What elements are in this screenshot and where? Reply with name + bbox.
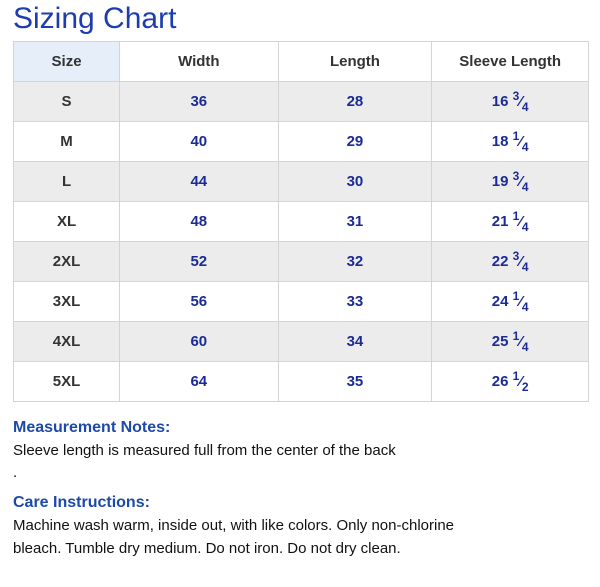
value-cell: 36	[119, 81, 279, 122]
denominator: 2	[521, 380, 529, 394]
whole: 24	[491, 293, 509, 310]
table-row: 2XL 52 32 22 3⁄4	[12, 241, 589, 282]
value-cell: 28	[277, 81, 433, 122]
sleeve-cell: 25 1⁄4	[431, 321, 589, 362]
numerator: 1	[512, 129, 520, 143]
whole: 19	[491, 173, 509, 190]
denominator: 4	[521, 260, 529, 274]
value-cell: 34	[277, 321, 433, 362]
value-cell: 64	[119, 361, 279, 402]
whole: 21	[491, 213, 509, 230]
table-row: L 44 30 19 3⁄4	[12, 161, 589, 202]
numerator: 1	[512, 289, 520, 303]
whole: 26	[491, 373, 509, 390]
value-cell: 44	[119, 161, 279, 202]
denominator: 4	[521, 100, 529, 114]
title: Sizing Chart	[13, 2, 177, 35]
size-cell: 4XL	[12, 321, 121, 362]
header-cell: Size	[12, 41, 121, 82]
size-cell: 5XL	[12, 361, 121, 402]
value-cell: 29	[277, 121, 433, 162]
denominator: 4	[521, 140, 529, 154]
sizing-table: Size Width Length Sleeve Length S 36 28 16 3⁄4 M…	[12, 41, 589, 402]
table-row: XL 48 31 21 1⁄4	[12, 201, 589, 242]
sleeve-cell: 18 1⁄4	[431, 121, 589, 162]
size-cell: M	[12, 121, 121, 162]
sleeve-cell: 22 3⁄4	[431, 241, 589, 282]
notes-text: Sleeve length is measured full from the …	[13, 442, 396, 459]
sleeve-cell: 19 3⁄4	[431, 161, 589, 202]
numerator: 3	[512, 89, 520, 103]
value-cell: 35	[277, 361, 433, 402]
header-cell: Length	[277, 41, 433, 82]
table-row: S 36 28 16 3⁄4	[12, 81, 589, 122]
sleeve-cell: 26 1⁄2	[431, 361, 589, 402]
value-cell: 33	[277, 281, 433, 322]
sleeve-cell: 24 1⁄4	[431, 281, 589, 322]
numerator: 1	[512, 329, 520, 343]
numerator: 1	[512, 369, 520, 383]
notes-extra: .	[13, 464, 18, 481]
value-cell: 56	[119, 281, 279, 322]
denominator: 4	[521, 180, 529, 194]
size-cell: L	[12, 161, 121, 202]
size-cell: 3XL	[12, 281, 121, 322]
sleeve-cell: 21 1⁄4	[431, 201, 589, 242]
denominator: 4	[521, 220, 529, 234]
table-row: 4XL 60 34 25 1⁄4	[12, 321, 589, 362]
value-cell: 60	[119, 321, 279, 362]
header-row: Size Width Length Sleeve Length	[12, 41, 589, 82]
table-row: 3XL 56 33 24 1⁄4	[12, 281, 589, 322]
care-heading: Care Instructions:	[13, 494, 150, 511]
whole: 22	[491, 253, 509, 270]
notes-heading: Measurement Notes:	[13, 419, 171, 436]
care-text: Machine wash warm, inside out, with like…	[13, 517, 455, 557]
whole: 25	[491, 333, 509, 350]
numerator: 3	[512, 249, 520, 263]
size-cell: 2XL	[12, 241, 121, 282]
numerator: 3	[512, 169, 520, 183]
whole: 18	[491, 133, 509, 150]
numerator: 1	[512, 209, 520, 223]
value-cell: 52	[119, 241, 279, 282]
sleeve-cell: 16 3⁄4	[431, 81, 589, 122]
size-cell: S	[12, 81, 121, 122]
value-cell: 31	[277, 201, 433, 242]
value-cell: 40	[119, 121, 279, 162]
whole: 16	[491, 93, 509, 110]
denominator: 4	[521, 340, 529, 354]
table-row: 5XL 64 35 26 1⁄2	[12, 361, 589, 402]
header-cell: Sleeve Length	[431, 41, 589, 82]
value-cell: 32	[277, 241, 433, 282]
denominator: 4	[521, 300, 529, 314]
table-row: M 40 29 18 1⁄4	[12, 121, 589, 162]
size-cell: XL	[12, 201, 121, 242]
value-cell: 48	[119, 201, 279, 242]
header-cell: Width	[119, 41, 279, 82]
value-cell: 30	[277, 161, 433, 202]
